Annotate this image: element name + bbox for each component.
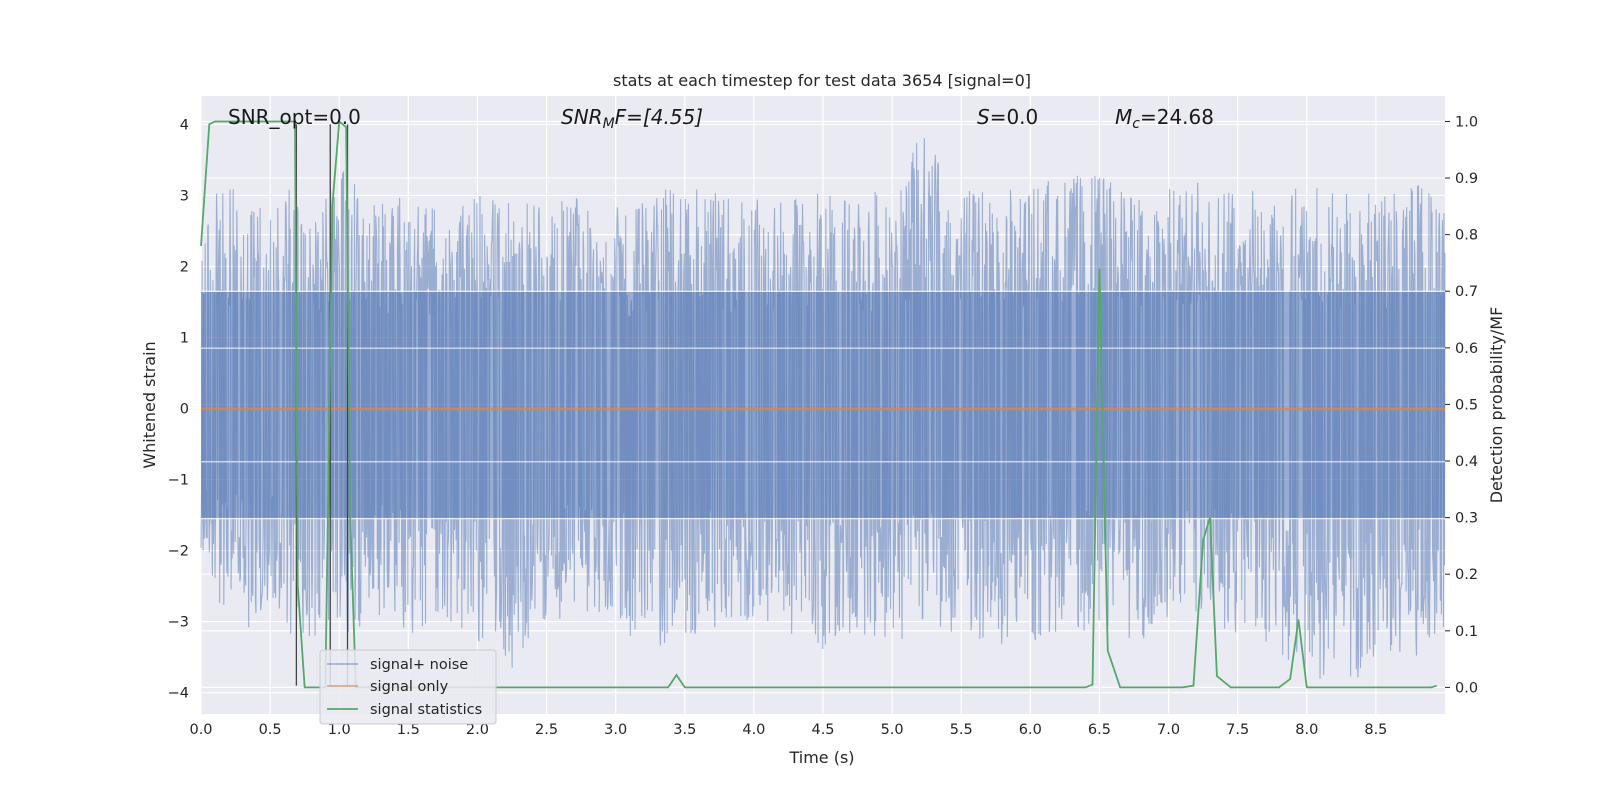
x-tick-label: 8.5 [1364, 722, 1387, 738]
signal-noise-series [200, 137, 1446, 679]
x-tick-label: 4.0 [742, 722, 765, 738]
y-left-tick-label: 3 [180, 188, 189, 204]
y-right-tick-label: 1.0 [1455, 114, 1478, 130]
chart-title: stats at each timestep for test data 365… [613, 71, 1031, 90]
annotation-snr-mf: SNRMF=[4.55] [561, 105, 703, 132]
annotation-mc: Mc=24.68 [1115, 105, 1214, 132]
x-tick-label: 1.0 [328, 722, 351, 738]
x-tick-label: 7.0 [1157, 722, 1180, 738]
y-right-tick-label: 0.4 [1455, 454, 1478, 470]
y-right-axis-ticks: 1.0 0.9 0.8 0.7 0.6 0.5 0.4 0.3 0.2 0.1 0.0 [1445, 114, 1478, 696]
x-tick-label: 0.5 [259, 722, 282, 738]
x-tick-label: 6.5 [1088, 722, 1111, 738]
x-tick-label: 2.5 [535, 722, 558, 738]
legend-label-signal-noise: signal+ noise [370, 657, 468, 673]
x-tick-label: 5.0 [881, 722, 904, 738]
y-right-tick-label: 0.2 [1455, 567, 1478, 583]
y-left-tick-label: 1 [180, 331, 189, 347]
y-right-tick-label: 0.9 [1455, 171, 1478, 187]
signal-only-series [201, 407, 1445, 411]
y-right-tick-label: 0.1 [1455, 624, 1478, 640]
y-left-tick-label: 0 [180, 402, 189, 418]
x-tick-label: 7.5 [1226, 722, 1249, 738]
x-tick-label: 8.0 [1295, 722, 1318, 738]
y-right-tick-label: 0.3 [1455, 511, 1478, 527]
y-left-axis-ticks: 4 3 2 1 0 −1 −2 −3 −4 [168, 117, 189, 701]
legend: signal+ noise signal only signal statist… [319, 649, 497, 725]
snr-mf-rest: F=[4.55] [615, 105, 703, 129]
x-tick-label: 4.5 [811, 722, 834, 738]
y-left-tick-label: −4 [168, 686, 189, 702]
x-tick-label: 2.0 [466, 722, 489, 738]
y-right-tick-label: 0.8 [1455, 228, 1478, 244]
snr-mf-subscript: M [603, 116, 615, 132]
y-left-tick-label: 2 [180, 259, 189, 275]
y-left-tick-label: −2 [168, 544, 189, 560]
snr-mf-symbol: SNR [561, 105, 603, 129]
annotation-s: S=0.0 [977, 105, 1038, 129]
legend-label-signal-statistics: signal statistics [370, 702, 482, 718]
x-tick-label: 3.5 [673, 722, 696, 738]
x-tick-label: 5.5 [950, 722, 973, 738]
y-left-tick-label: −1 [168, 473, 189, 489]
annotation-snr-opt: SNR_opt=0.0 [228, 105, 361, 129]
signal-statistics-line [200, 119, 1437, 689]
y-left-axis-label: Whitened strain [140, 341, 159, 468]
signal-statistics-series [200, 119, 1437, 689]
s-symbol: S [977, 105, 990, 129]
y-right-tick-label: 0.0 [1455, 680, 1478, 696]
y-right-tick-label: 0.7 [1455, 284, 1478, 300]
legend-label-signal-only: signal only [370, 679, 449, 695]
x-axis-ticks: 0.0 0.5 1.0 1.5 2.0 2.5 3.0 3.5 4.0 4.5 5.0 5.5 6.0 6… [189, 722, 1387, 738]
x-tick-label: 3.0 [604, 722, 627, 738]
mc-subscript: c [1132, 116, 1140, 132]
signal-noise-line [200, 137, 1446, 679]
x-tick-label: 1.5 [397, 722, 420, 738]
x-axis-label: Time (s) [788, 748, 854, 767]
y-left-tick-label: 4 [180, 117, 189, 133]
mc-symbol: M [1115, 105, 1132, 129]
s-value: =0.0 [990, 105, 1039, 129]
y-right-tick-label: 0.5 [1455, 397, 1478, 413]
legend-box [319, 649, 497, 725]
y-right-axis-label: Detection probability/MF [1487, 307, 1506, 504]
x-tick-label: 0.0 [189, 722, 212, 738]
y-right-tick-label: 0.6 [1455, 341, 1478, 357]
mc-value: =24.68 [1140, 105, 1214, 129]
x-tick-label: 6.0 [1019, 722, 1042, 738]
y-left-tick-label: −3 [168, 615, 189, 631]
